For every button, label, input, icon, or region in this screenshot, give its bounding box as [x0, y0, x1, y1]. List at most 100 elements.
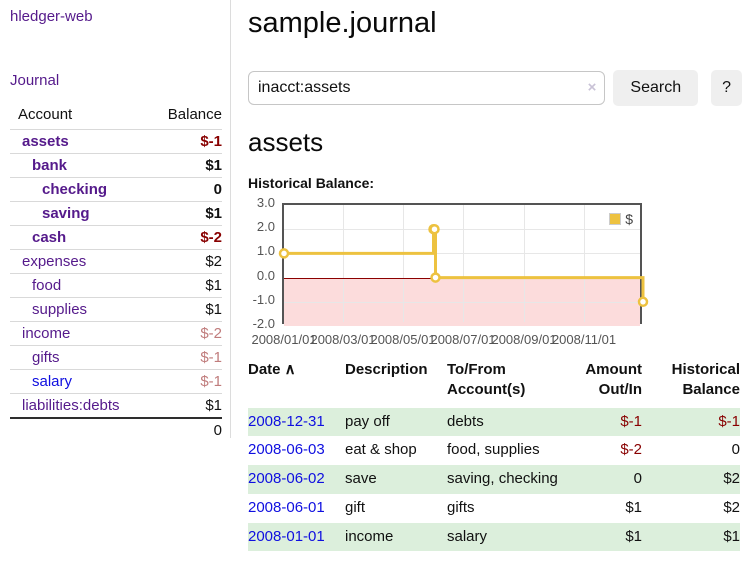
transaction-amount: $1 — [625, 498, 642, 516]
register-header-to-from-account-s-: To/From Account(s) — [447, 361, 526, 399]
transaction-accounts: saving, checking — [447, 470, 558, 487]
search-bar: × Search ? — [248, 70, 742, 106]
y-tick-label: 0.0 — [256, 267, 275, 283]
legend-swatch-icon — [609, 213, 622, 225]
sidebar-account-row: bank $1 — [10, 153, 222, 178]
search-button[interactable]: Search — [613, 70, 699, 106]
transaction-date-link[interactable]: 2008-01-01 — [248, 527, 325, 545]
accounts-total-spacer — [10, 417, 152, 442]
transaction-accounts: debts — [447, 412, 484, 430]
sidebar-item-journal: Journal — [10, 72, 222, 90]
transaction-balance: $2 — [723, 470, 740, 487]
app-title-link[interactable]: hledger-web — [10, 8, 93, 25]
x-tick-label: 2008/01/01 — [251, 332, 317, 347]
main-content: sample.journal × Search ? assets Histori… — [231, 0, 742, 552]
accounts-header-account: Account — [18, 106, 73, 123]
transaction-description: income — [345, 527, 394, 545]
sidebar-account-link[interactable]: checking — [42, 181, 108, 198]
search-input[interactable] — [248, 71, 606, 105]
sidebar-account-row: liabilities:debts $1 — [10, 393, 222, 418]
x-tick-label: 2008/03/01 — [310, 332, 376, 347]
account-balance: $-2 — [151, 321, 222, 346]
balance-series-line — [278, 223, 649, 308]
sidebar-account-link[interactable]: bank — [32, 157, 68, 174]
sidebar-account-link[interactable]: assets — [22, 133, 69, 150]
account-balance: $1 — [151, 393, 222, 418]
help-button[interactable]: ? — [711, 70, 742, 106]
chart-plot: $ — [278, 203, 649, 326]
transaction-date-link[interactable]: 2008-06-02 — [248, 470, 325, 487]
register-row: 2008-12-31 pay off debts $-1 $-1 — [248, 407, 740, 437]
account-heading: assets — [248, 127, 324, 157]
sidebar-account-link[interactable]: expenses — [22, 253, 87, 270]
gridline — [284, 229, 640, 231]
account-name-cell: income — [10, 321, 152, 346]
sidebar-account-link[interactable]: food — [32, 277, 62, 294]
transaction-date-cell: 2008-12-31 — [248, 408, 345, 437]
transaction-amount: $-2 — [620, 441, 642, 459]
transaction-balance: $2 — [723, 498, 740, 516]
transaction-date-link[interactable]: 2008-06-01 — [248, 498, 325, 516]
transaction-accounts: salary — [447, 527, 488, 545]
accounts-total-row: 0 — [10, 417, 222, 442]
clear-search-icon[interactable]: × — [587, 79, 597, 96]
account-name-cell: bank — [10, 153, 152, 178]
legend-label: $ — [625, 211, 633, 227]
y-tick-label: 2.0 — [256, 219, 275, 235]
sidebar-account-row: cash $-2 — [10, 225, 222, 250]
account-balance: $2 — [151, 249, 222, 274]
sidebar-account-row: salary $-1 — [10, 369, 222, 394]
transaction-description: eat & shop — [345, 441, 417, 459]
accounts-table: Account Balance assets $-1 bank $1 checking 0… — [10, 104, 222, 442]
gridline — [284, 301, 640, 303]
transaction-amount: $-1 — [620, 412, 642, 430]
sidebar-account-link[interactable]: salary — [32, 373, 73, 390]
sidebar-account-link[interactable]: income — [22, 325, 71, 342]
account-balance: $-1 — [151, 345, 222, 370]
sidebar-account-row: gifts $-1 — [10, 345, 222, 370]
data-point-marker — [278, 248, 290, 259]
account-name-cell: liabilities:debts — [10, 393, 152, 418]
transaction-date-cell: 2008-06-03 — [248, 436, 345, 465]
sidebar-account-link[interactable]: supplies — [32, 301, 88, 318]
y-tick-label: 1.0 — [256, 243, 275, 259]
account-balance: $-2 — [151, 225, 222, 250]
page-title: sample.journal — [248, 7, 437, 39]
x-tick-label: 2008/11/01 — [551, 332, 617, 347]
transaction-date-cell: 2008-01-01 — [248, 523, 345, 552]
register-header-date[interactable]: Date ∧ — [248, 361, 296, 378]
transaction-balance: $-1 — [718, 412, 740, 430]
transaction-date-link[interactable]: 2008-06-03 — [248, 441, 325, 459]
sidebar-account-link[interactable]: saving — [42, 205, 90, 222]
transaction-accounts: food, supplies — [447, 441, 540, 459]
transaction-balance: 0 — [731, 441, 740, 459]
gridline — [463, 205, 465, 322]
sidebar-account-link[interactable]: gifts — [32, 349, 60, 366]
app-title: hledger-web — [10, 8, 222, 26]
journal-link[interactable]: Journal — [10, 72, 60, 89]
y-tick-label: 3.0 — [256, 195, 275, 210]
register-table: Date ∧ Description To/From Account(s) Amoun… — [248, 360, 740, 552]
y-tick-label: -2.0 — [252, 316, 275, 331]
account-balance: 0 — [151, 177, 222, 202]
sidebar-account-row: expenses $2 — [10, 249, 222, 274]
gridline — [343, 205, 345, 322]
transaction-date-cell: 2008-06-01 — [248, 494, 345, 523]
sidebar-account-link[interactable]: liabilities:debts — [22, 397, 120, 414]
accounts-header-balance: Balance — [167, 106, 222, 123]
account-name-cell: assets — [10, 129, 152, 154]
sidebar-account-row: assets $-1 — [10, 129, 222, 154]
search-input-wrap: × — [248, 71, 606, 105]
y-tick-label: -1.0 — [252, 291, 275, 307]
gridline — [584, 205, 585, 322]
register-row: 2008-06-03 eat & shop food, supplies $-2 0 — [248, 436, 740, 465]
transaction-accounts: gifts — [447, 498, 475, 516]
chart-legend: $ — [607, 210, 635, 228]
historical-balance-chart: $3.0 2.0 1.0 0.0 -1.0 -2.0 2008/01/01 2008/03/0… — [248, 195, 728, 347]
account-balance: $1 — [151, 273, 222, 298]
data-point-marker — [429, 223, 440, 235]
register-header-amount-out-in: Amount Out/In — [585, 361, 642, 399]
sidebar-account-link[interactable]: cash — [32, 229, 67, 246]
transaction-date-link[interactable]: 2008-12-31 — [248, 412, 325, 430]
transaction-balance: $1 — [723, 527, 740, 545]
